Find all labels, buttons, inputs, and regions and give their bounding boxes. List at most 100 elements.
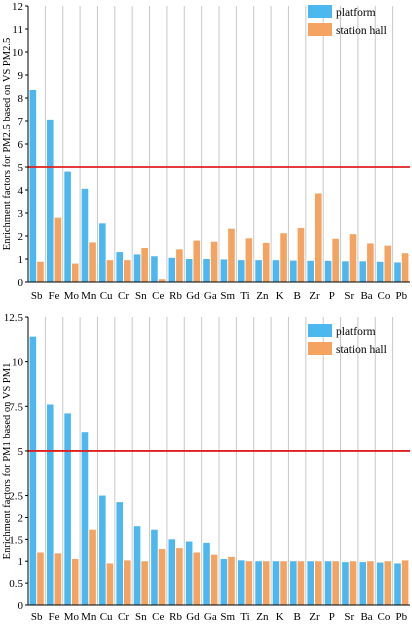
bar-platform-sn [133, 526, 141, 605]
bar-platform-p [324, 561, 332, 605]
bar-station-hall-ba [367, 243, 374, 282]
x-tick-label-ba: Ba [360, 611, 372, 622]
y-tick-label: 5 [18, 162, 24, 174]
bar-platform-cu [99, 495, 106, 605]
bar-station-hall-sm [228, 556, 235, 605]
bar-platform-rb [168, 539, 176, 605]
x-tick-label-mo: Mo [64, 611, 80, 622]
y-tick-label: 1 [18, 254, 24, 266]
bar-station-hall-zr [315, 561, 322, 605]
bar-station-hall-p [332, 238, 339, 282]
bar-station-hall-sn [141, 247, 148, 282]
y-tick-label: 12 [12, 1, 23, 13]
bar-station-hall-sb [37, 261, 44, 282]
x-tick-label-ti: Ti [240, 290, 249, 302]
x-tick-label-rb: Rb [169, 290, 182, 302]
bar-platform-ba [359, 261, 367, 282]
bar-platform-mn [81, 188, 89, 282]
bar-station-hall-ga [210, 241, 218, 282]
x-tick-label-ti: Ti [240, 611, 249, 622]
legend-swatch-platform [308, 5, 332, 18]
x-tick-label-zn: Zn [256, 290, 269, 302]
bar-station-hall-rb [176, 249, 183, 282]
bar-station-hall-ce [158, 548, 166, 605]
bar-platform-cr [116, 252, 123, 282]
bar-station-hall-co [384, 561, 392, 605]
bar-platform-ce [151, 256, 158, 282]
y-tick-label: 0 [18, 600, 24, 612]
x-tick-label-ce: Ce [152, 611, 164, 622]
x-tick-label-ba: Ba [360, 290, 372, 302]
bar-platform-sm [220, 559, 228, 605]
bar-station-hall-ga [210, 554, 218, 605]
x-tick-label-co: Co [378, 290, 391, 302]
legend-swatch-platform [308, 324, 332, 337]
bar-platform-sr [342, 562, 349, 605]
bar-platform-fe [46, 404, 54, 605]
y-tick-label: 6 [18, 139, 24, 151]
bar-platform-sb [29, 89, 37, 282]
x-tick-label-sb: Sb [31, 611, 43, 622]
bar-platform-ba [359, 562, 367, 605]
x-tick-label-co: Co [378, 611, 391, 622]
chart-panel-2: 0 0.5 1 1.5 2 2.5 5 7.5 10 12.5 Sb Fe Mo Mn Cu Cr Sn Ce Rb… [2, 312, 410, 623]
bar-platform-zr [307, 260, 314, 282]
bar-platform-pb [394, 563, 401, 605]
x-tick-label-zr: Zr [309, 290, 320, 302]
x-tick-label-p: P [329, 290, 335, 302]
bar-station-hall-fe [54, 217, 62, 282]
bar-station-hall-ti [245, 238, 253, 282]
bar-platform-ti [237, 260, 245, 282]
bar-platform-ti [237, 560, 245, 605]
y-tick-label: 2 [18, 231, 24, 243]
x-tick-label-pb: Pb [396, 290, 408, 302]
x-tick-label-zr: Zr [309, 611, 320, 622]
y-tick-label: 0 [18, 277, 24, 289]
x-tick-label-cu: Cu [100, 611, 113, 622]
x-tick-label-mn: Mn [81, 611, 97, 622]
x-tick-label-sm: Sm [220, 611, 235, 622]
bar-platform-sm [220, 259, 228, 282]
x-tick-label-p: P [329, 611, 335, 622]
x-tick-label-ga: Ga [204, 611, 217, 622]
bar-platform-fe [46, 119, 54, 282]
y-tick-label: 2.5 [9, 491, 23, 503]
legend-label-station-hall: station hall [336, 344, 387, 356]
x-tick-label-b: B [293, 290, 300, 302]
bar-station-hall-fe [54, 553, 62, 605]
x-tick-label-k: K [276, 290, 284, 302]
bar-platform-co [376, 562, 384, 605]
bar-platform-ga [203, 259, 210, 282]
bar-platform-sr [342, 261, 349, 282]
x-tick-label-sn: Sn [135, 290, 147, 302]
x-tick-label-sb: Sb [31, 290, 43, 302]
bar-platform-gd [185, 259, 193, 282]
bar-station-hall-p [332, 561, 339, 605]
bar-station-hall-cr [124, 260, 131, 282]
y-tick-label: 0.5 [9, 578, 23, 590]
y-tick-label: 7 [18, 116, 24, 128]
legend-label-platform: platform [336, 326, 376, 338]
y-tick-label: 12.5 [4, 312, 24, 324]
y-tick-label: 11 [12, 24, 23, 36]
x-tick-label-mn: Mn [81, 290, 97, 302]
bar-platform-cr [116, 502, 123, 605]
bar-platform-zn [255, 260, 262, 282]
bar-platform-sn [133, 254, 141, 282]
x-tick-label-ga: Ga [204, 290, 217, 302]
bar-station-hall-ce [158, 279, 166, 282]
bar-station-hall-gd [193, 552, 201, 605]
bar-station-hall-pb [401, 253, 409, 282]
legend: platform station hall [308, 5, 387, 37]
bar-station-hall-rb [176, 548, 183, 605]
x-tick-label-zn: Zn [256, 611, 269, 622]
x-tick-label-sn: Sn [135, 611, 147, 622]
bar-station-hall-zn [262, 561, 270, 605]
bar-platform-ga [203, 542, 210, 605]
bar-platform-cu [99, 223, 106, 282]
y-tick-label: 10 [12, 47, 24, 59]
y-tick-label: 5 [18, 446, 24, 458]
x-tick-label-fe: Fe [49, 290, 60, 302]
bar-station-hall-b [297, 561, 305, 605]
